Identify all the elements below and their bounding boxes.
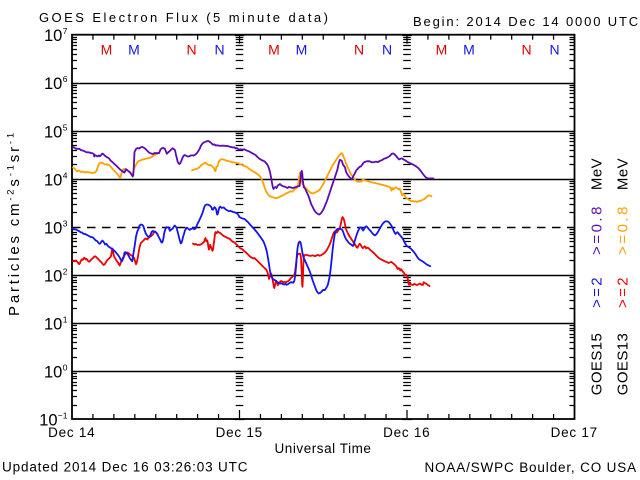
svg-text:GOES Electron Flux (5 minute d: GOES Electron Flux (5 minute data) <box>39 10 330 25</box>
svg-text:N: N <box>549 42 559 58</box>
svg-text:M: M <box>268 42 280 58</box>
svg-text:GOES15: GOES15 <box>589 333 606 395</box>
svg-text:M: M <box>463 42 475 58</box>
svg-text:Dec 14: Dec 14 <box>48 425 95 440</box>
svg-text:Dec 16: Dec 16 <box>383 425 430 440</box>
svg-text:Updated 2014 Dec 16 03:26:03 U: Updated 2014 Dec 16 03:26:03 UTC <box>2 460 248 475</box>
svg-text:2: 2 <box>63 266 68 276</box>
svg-text:3: 3 <box>63 218 68 228</box>
svg-text:M: M <box>101 42 113 58</box>
svg-text:>=2: >=2 <box>589 275 606 308</box>
svg-text:MeV: MeV <box>589 158 606 190</box>
svg-text:Universal Time: Universal Time <box>275 441 372 456</box>
svg-text:NOAA/SWPC Boulder, CO USA: NOAA/SWPC Boulder, CO USA <box>424 460 637 475</box>
svg-text:10: 10 <box>44 364 62 382</box>
svg-text:10: 10 <box>44 75 62 93</box>
svg-text:N: N <box>382 42 392 58</box>
svg-text:>=2: >=2 <box>615 275 632 308</box>
svg-text:5: 5 <box>63 122 68 132</box>
svg-text:10: 10 <box>44 171 62 189</box>
svg-text:>=0.8: >=0.8 <box>589 204 606 255</box>
svg-text:−1: −1 <box>58 411 68 421</box>
svg-text:N: N <box>214 42 224 58</box>
svg-text:4: 4 <box>63 170 68 180</box>
svg-text:7: 7 <box>63 26 68 36</box>
svg-text:1: 1 <box>63 314 68 324</box>
svg-text:Begin: 2014 Dec 14 0000 UTC: Begin: 2014 Dec 14 0000 UTC <box>413 14 640 29</box>
svg-text:Dec 15: Dec 15 <box>216 425 263 440</box>
svg-text:10: 10 <box>44 27 62 45</box>
svg-text:M: M <box>128 42 140 58</box>
svg-text:10: 10 <box>44 123 62 141</box>
svg-text:0: 0 <box>63 363 68 373</box>
svg-text:MeV: MeV <box>615 158 632 190</box>
svg-text:Particles cm-2s-1sr-1: Particles cm-2s-1sr-1 <box>6 130 24 316</box>
svg-text:M: M <box>296 42 308 58</box>
svg-text:M: M <box>436 42 448 58</box>
svg-text:10: 10 <box>39 412 57 430</box>
svg-text:10: 10 <box>44 267 62 285</box>
svg-text:Dec 17: Dec 17 <box>551 425 598 440</box>
svg-text:10: 10 <box>44 219 62 237</box>
svg-text:GOES13: GOES13 <box>615 333 632 395</box>
svg-text:>=0.8: >=0.8 <box>615 204 632 255</box>
svg-text:6: 6 <box>63 74 68 84</box>
svg-text:10: 10 <box>44 315 62 333</box>
svg-text:N: N <box>354 42 364 58</box>
svg-text:N: N <box>521 42 531 58</box>
svg-text:N: N <box>186 42 196 58</box>
